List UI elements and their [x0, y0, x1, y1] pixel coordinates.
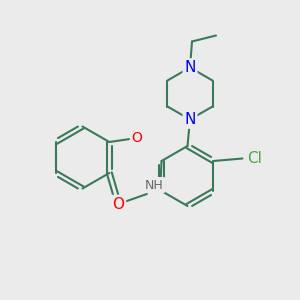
Text: Cl: Cl	[248, 151, 262, 166]
Text: N: N	[184, 60, 196, 75]
Text: O: O	[112, 196, 124, 211]
Text: NH: NH	[145, 178, 164, 191]
Text: O: O	[131, 131, 142, 145]
Text: N: N	[184, 112, 196, 127]
